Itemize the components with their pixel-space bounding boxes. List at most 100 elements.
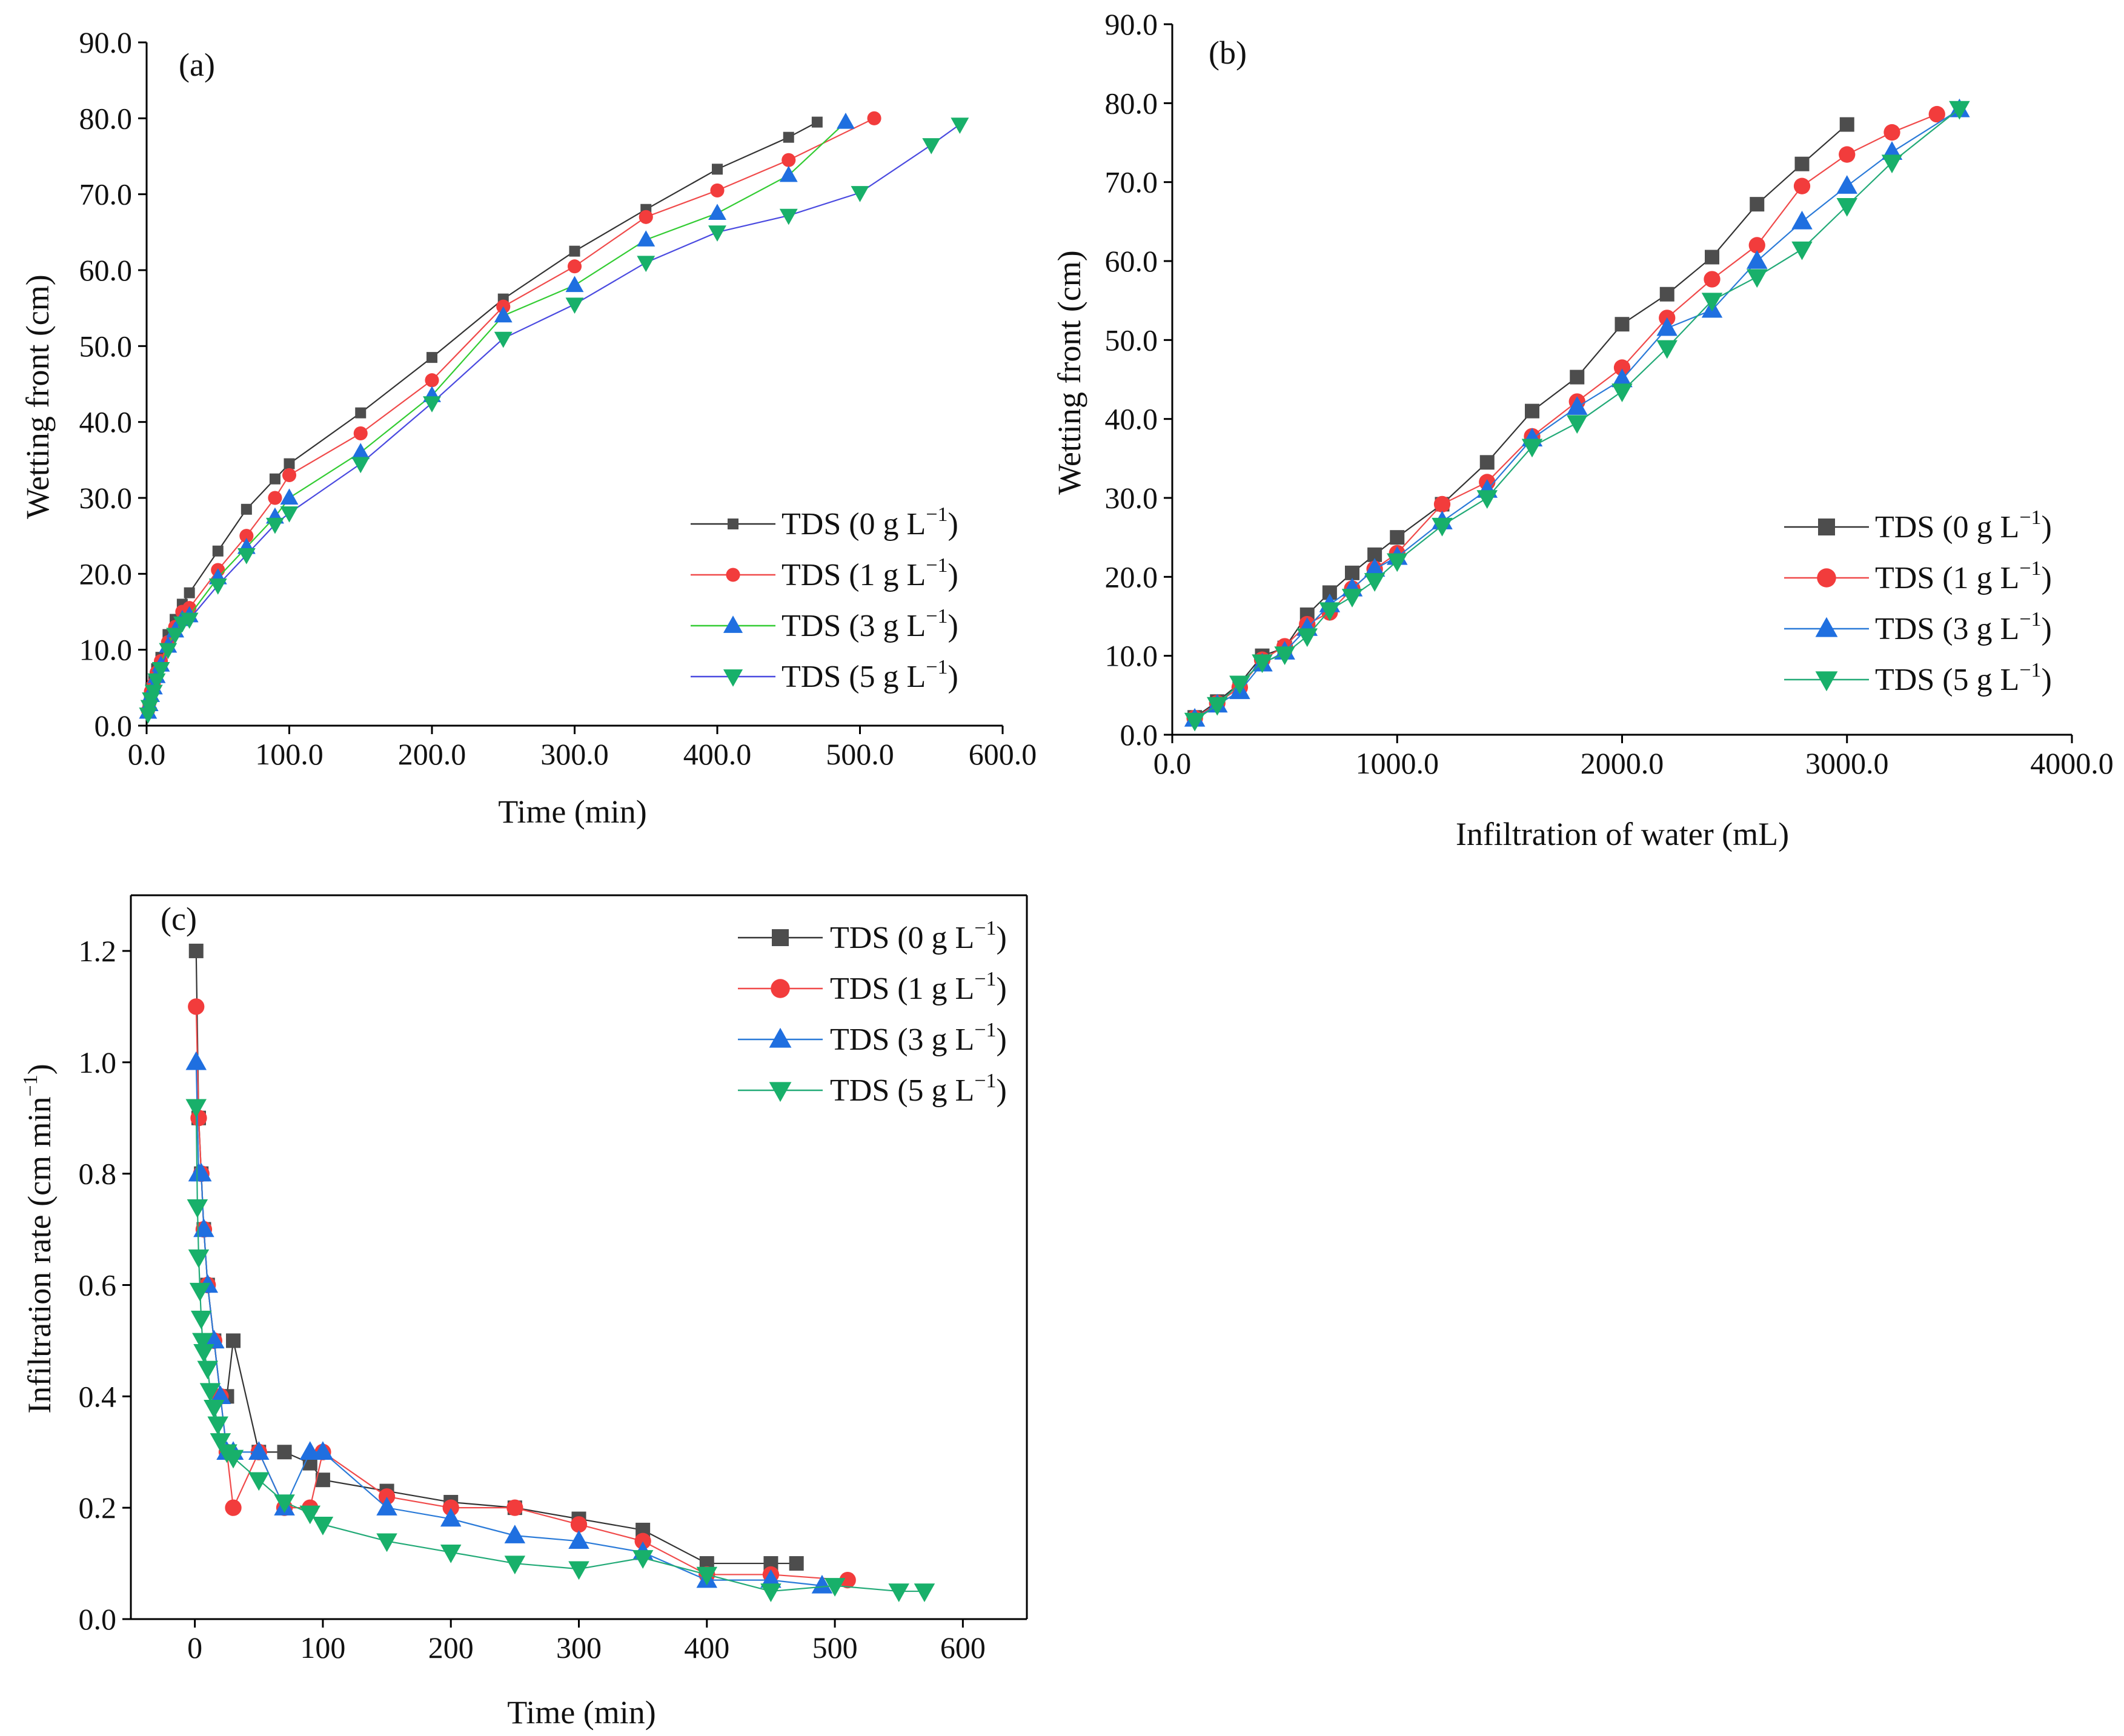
panel-b-y-tick-label: 50.0	[1105, 323, 1158, 357]
panel-a-data-point	[266, 517, 284, 534]
panel-a-y-tick-label: 20.0	[79, 557, 133, 591]
panel-c-legend-item: TDS (5 g L−1)	[738, 1070, 1007, 1108]
panel-c-data-point	[225, 1499, 242, 1516]
panel-c-data-point	[204, 1330, 225, 1349]
panel-c-data-point	[760, 1569, 782, 1588]
panel-c-y-axis-title-text: Infiltration rate (cm min	[21, 1096, 58, 1413]
panel-a-data-point	[951, 118, 969, 134]
panel-b-x-axis-title: Infiltration of water (mL)	[1456, 816, 1789, 852]
legend-marker	[769, 1082, 792, 1102]
legend-marker	[1815, 671, 1838, 692]
panel-a-data-point	[783, 131, 794, 143]
panel-b-data-point	[1793, 177, 1811, 194]
panel-c-data-point	[299, 1505, 321, 1525]
panel-c-plot: 0 100 200 300 400 500 600 0.0 0.2 0.4 0.6 0.8 1.0 1.2	[79, 894, 1028, 1665]
panel-b-y-tick-label: 70.0	[1105, 165, 1158, 199]
panel-b-data-point	[1701, 293, 1723, 312]
legend-label: TDS (0 g L−1)	[830, 917, 1007, 955]
panel-a-data-point	[355, 407, 367, 419]
panel-c-label: (c)	[161, 901, 197, 937]
panel-a-data-point	[637, 256, 655, 273]
panel-c-data-point	[570, 1516, 588, 1533]
panel-c-data-point	[440, 1544, 462, 1563]
panel-c-data-point	[189, 1282, 211, 1302]
panel-b-y-tick-label: 40.0	[1105, 402, 1158, 436]
panel-a-x-axis-title: Time (min)	[498, 793, 647, 830]
panel-c-data-point	[632, 1550, 654, 1569]
panel-b-data-point	[1252, 654, 1273, 674]
panel-c-y-tick-label: 1.0	[79, 1045, 117, 1079]
panel-b-data-point	[1433, 495, 1451, 513]
panel-a-data-point	[280, 488, 299, 505]
panel-c-data-point	[839, 1572, 856, 1589]
panel-b-label: (b)	[1209, 35, 1247, 71]
panel-a-y-tick-label: 0.0	[95, 709, 133, 743]
panel-b-data-point	[1390, 530, 1405, 545]
panel-a-data-point	[140, 700, 159, 717]
panel-a-data-point	[351, 443, 370, 459]
panel-b-y-tick-label: 20.0	[1105, 560, 1158, 594]
panel-a-data-point	[166, 628, 185, 644]
panel-c-data-point	[568, 1561, 589, 1580]
panel-b-data-point	[1615, 317, 1630, 332]
panel-c-x-tick-label: 100	[300, 1631, 345, 1665]
panel-b-data-point	[1341, 589, 1363, 608]
panel-a-plot: 0.0 100.0 200.0 300.0 400.0 500.0 600.0 0.0 10.0…	[79, 25, 1037, 771]
panel-c-data-point	[504, 1525, 526, 1543]
panel-a-data-point	[779, 208, 798, 225]
panel-b-data-point	[1319, 602, 1341, 621]
panel-a-series-2	[139, 113, 855, 719]
panel-b-series-line	[1194, 124, 1848, 718]
panel-a-data-point	[710, 183, 725, 197]
panel-a-data-point	[712, 164, 723, 175]
panel-b-series-line	[1194, 108, 1960, 721]
panel-a-data-point	[282, 468, 297, 482]
panel-c-data-point	[204, 1399, 225, 1419]
panel-a-data-point	[351, 457, 370, 474]
panel-c-x-tick-label: 400	[684, 1631, 729, 1665]
panel-c-data-point	[188, 998, 205, 1015]
panel-a-series-0	[142, 116, 823, 712]
legend-marker	[723, 669, 743, 687]
panel-a-data-point	[782, 153, 796, 167]
legend-label: TDS (5 g L−1)	[830, 1070, 1007, 1108]
panel-a-legend-item: TDS (3 g L−1)	[691, 605, 958, 643]
panel-a-x-tick-label: 300.0	[540, 737, 609, 771]
panel-a-x-tick-label: 200.0	[398, 737, 466, 771]
panel-b-data-point	[1836, 198, 1857, 217]
panel-b-data-point	[1364, 558, 1386, 577]
panel-b-series-3	[1184, 101, 1970, 732]
panel-c: 0 100 200 300 400 500 600 0.0 0.2 0.4 0.6 0.8 1.0 1.2…	[19, 894, 1028, 1731]
panel-c-data-point	[376, 1533, 397, 1552]
panel-a-y-tick-label: 30.0	[79, 481, 133, 515]
panel-a-data-point	[565, 276, 584, 293]
panel-a-y-axis-title: Wetting front (cm)	[19, 274, 56, 519]
panel-a-legend-item: TDS (0 g L−1)	[691, 503, 958, 542]
panel-b-data-point	[1839, 146, 1856, 163]
panel-b-legend: TDS (0 g L−1) TDS (1 g L−1) TDS (3 g L−1) T…	[1784, 506, 2052, 697]
panel-c-data-point	[210, 1385, 231, 1405]
panel-a-data-point	[184, 587, 195, 598]
panel-b-x-tick-label: 0.0	[1153, 746, 1192, 780]
panel-a-y-tick-label: 60.0	[79, 253, 133, 287]
panel-c-y-tick-label: 0.2	[79, 1491, 117, 1525]
panel-c-legend-item: TDS (1 g L−1)	[738, 968, 1007, 1006]
panel-b-data-point	[1883, 124, 1900, 141]
legend-marker	[771, 979, 790, 998]
legend-marker	[728, 518, 738, 529]
legend-marker	[1818, 518, 1835, 535]
panel-b-data-point	[1747, 250, 1768, 269]
panel-b-x-tick-label: 3000.0	[1805, 746, 1889, 780]
panel-a-series-1	[141, 111, 881, 718]
panel-c-data-point	[504, 1555, 526, 1575]
legend-marker	[1815, 617, 1838, 637]
panel-c-data-point	[188, 943, 204, 958]
legend-label: TDS (3 g L−1)	[1875, 608, 2052, 646]
panel-a-data-point	[280, 506, 299, 523]
panel-a-data-point	[922, 138, 941, 154]
panel-a-data-point	[237, 548, 256, 565]
panel-b-data-point	[1525, 403, 1539, 419]
panel-b-data-point	[1747, 269, 1768, 288]
panel-b-data-point	[1476, 490, 1498, 509]
